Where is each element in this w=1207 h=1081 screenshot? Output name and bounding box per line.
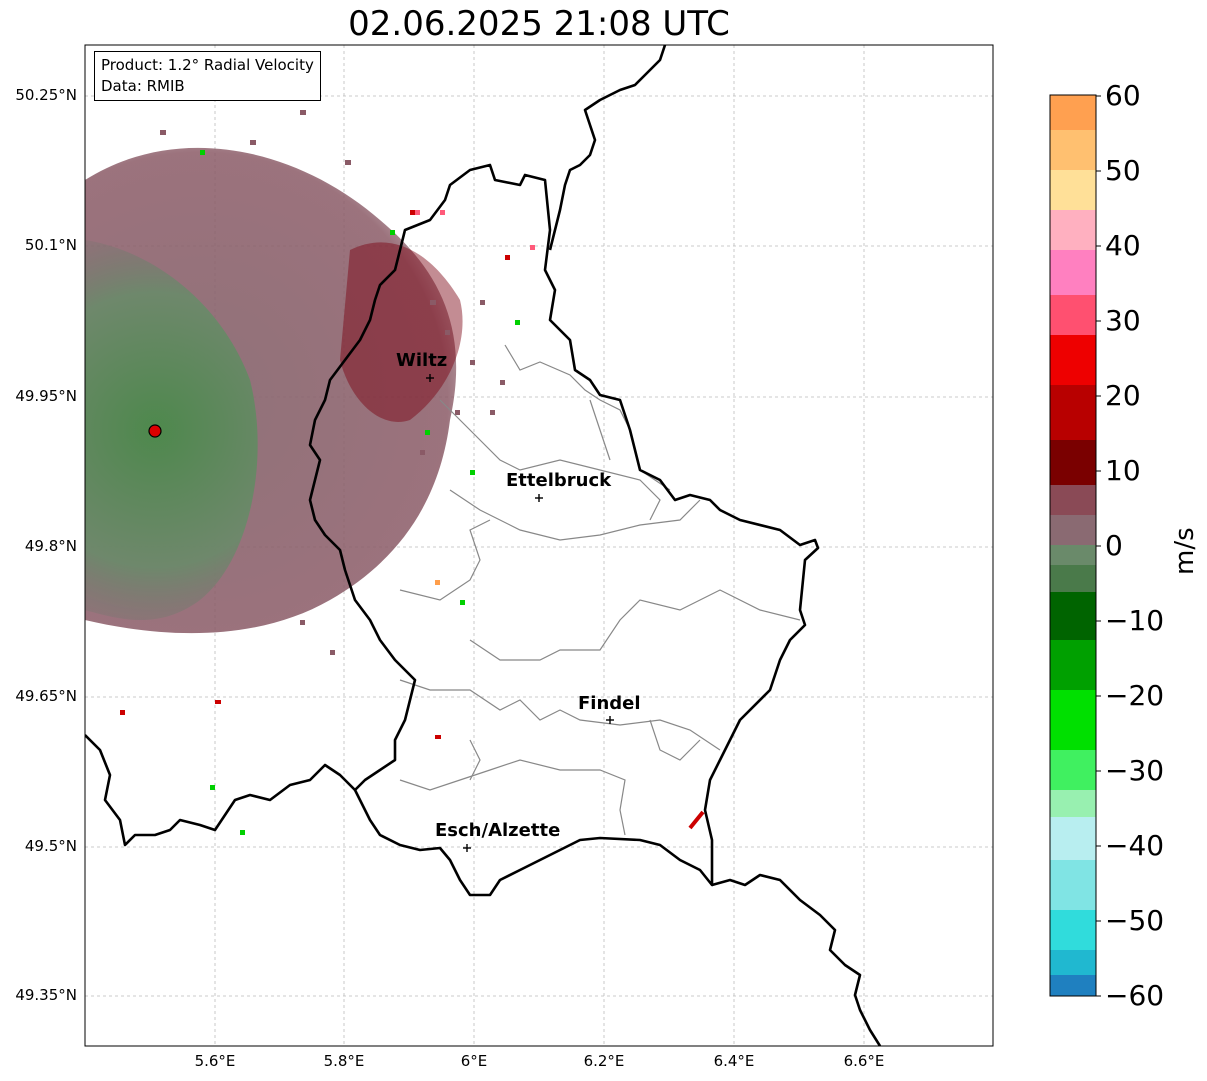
lat-label: 50.1°N — [24, 236, 77, 254]
map-frame — [84, 44, 994, 1047]
lat-label: 49.95°N — [15, 387, 77, 405]
lon-label: 6.6°E — [843, 1052, 885, 1070]
lon-label: 6.4°E — [713, 1052, 755, 1070]
lon-label: 6°E — [460, 1052, 488, 1070]
product-label: Product: 1.2° Radial Velocity — [101, 56, 314, 74]
colorbar-tick-label: −40 — [1105, 829, 1165, 862]
radar-site-marker — [148, 424, 162, 438]
colorbar-tick-label: 30 — [1105, 304, 1141, 337]
colorbar-tick-label: −30 — [1105, 754, 1165, 787]
country-borders — [85, 45, 882, 1046]
colorbar-tick-label: 60 — [1105, 79, 1141, 112]
colorbar-tick-label: 50 — [1105, 154, 1141, 187]
colorbar-unit-label: m/s — [1170, 527, 1200, 575]
canton-boundaries — [399, 344, 801, 836]
lat-label: 50.25°N — [15, 86, 77, 104]
colorbar-tick-label: −50 — [1105, 904, 1165, 937]
lat-label: 49.35°N — [15, 986, 77, 1004]
city-label-esch-alzette: Esch/Alzette — [435, 820, 561, 841]
city-markers — [426, 374, 614, 852]
lat-label: 49.5°N — [24, 837, 77, 855]
lon-label: 5.6°E — [194, 1052, 236, 1070]
colorbar-tick-label: 0 — [1105, 529, 1123, 562]
city-label-findel: Findel — [578, 693, 641, 714]
city-label-ettelbruck: Ettelbruck — [506, 470, 612, 491]
product-info-box: Product: 1.2° Radial Velocity Data: RMIB — [94, 51, 321, 101]
radar-echo-field — [85, 110, 705, 835]
colorbar-gradient — [1049, 94, 1097, 997]
colorbar-tick-label: −60 — [1105, 979, 1165, 1012]
lon-label: 6.2°E — [583, 1052, 625, 1070]
lat-label: 49.8°N — [24, 537, 77, 555]
colorbar-tick-label: −20 — [1105, 679, 1165, 712]
map-title: 02.06.2025 21:08 UTC — [348, 4, 730, 44]
colorbar-tick-label: 20 — [1105, 379, 1141, 412]
colorbar-ticks — [1096, 95, 1101, 997]
colorbar-tick-label: 40 — [1105, 229, 1141, 262]
data-source-label: Data: RMIB — [101, 77, 185, 95]
colorbar-tick-label: 10 — [1105, 454, 1141, 487]
lat-label: 49.65°N — [15, 687, 77, 705]
city-label-wiltz: Wiltz — [396, 350, 448, 371]
lon-label: 5.8°E — [323, 1052, 365, 1070]
colorbar-tick-label: −10 — [1105, 604, 1165, 637]
